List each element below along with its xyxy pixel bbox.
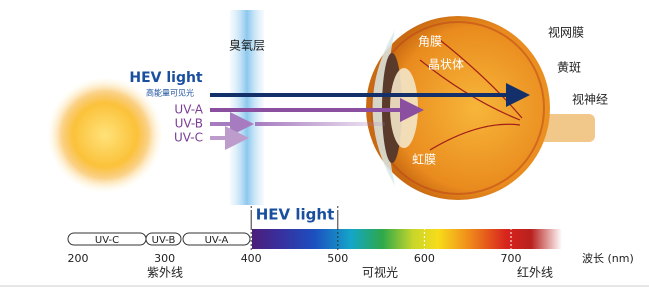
uv-band-label: UV-B (152, 235, 176, 246)
region-visible: 可视光 (362, 265, 398, 280)
iris-label: 虹膜 (412, 153, 436, 167)
region-ir: 红外线 (517, 265, 553, 280)
tick-label: 600 (414, 252, 435, 265)
retina-label: 视网膜 (548, 25, 584, 40)
tick-label: 500 (327, 252, 348, 265)
diagram: 臭氧层 HEV light 高能量可见光 UV-A UV-B UV-C 角膜 晶… (0, 0, 649, 297)
macula-label: 黄斑 (557, 61, 581, 75)
hev-sub-label: 高能量可见光 (146, 88, 194, 98)
uva-label: UV-A (174, 103, 203, 117)
tick-label: 200 (68, 252, 89, 265)
tick-label: 400 (241, 252, 262, 265)
spectrum (252, 229, 562, 249)
uvb-label: UV-B (175, 117, 203, 131)
lens-label: 晶状体 (428, 58, 464, 72)
tick-label: 700 (501, 252, 522, 265)
ozone-label: 臭氧层 (229, 38, 265, 53)
cornea-label: 角膜 (418, 35, 442, 49)
hev-label: HEV light (129, 70, 203, 86)
region-uv: 紫外线 (147, 266, 183, 280)
spectrum-hev-label: HEV light (256, 206, 335, 224)
uv-band-label: UV-A (205, 235, 229, 246)
optic-nerve-label: 视神经 (572, 92, 608, 107)
tick-label: 300 (154, 252, 175, 265)
uv-band-label: UV-C (95, 235, 119, 246)
uvc-label: UV-C (174, 131, 203, 145)
unit-label: 波长 (nm) (582, 252, 634, 265)
